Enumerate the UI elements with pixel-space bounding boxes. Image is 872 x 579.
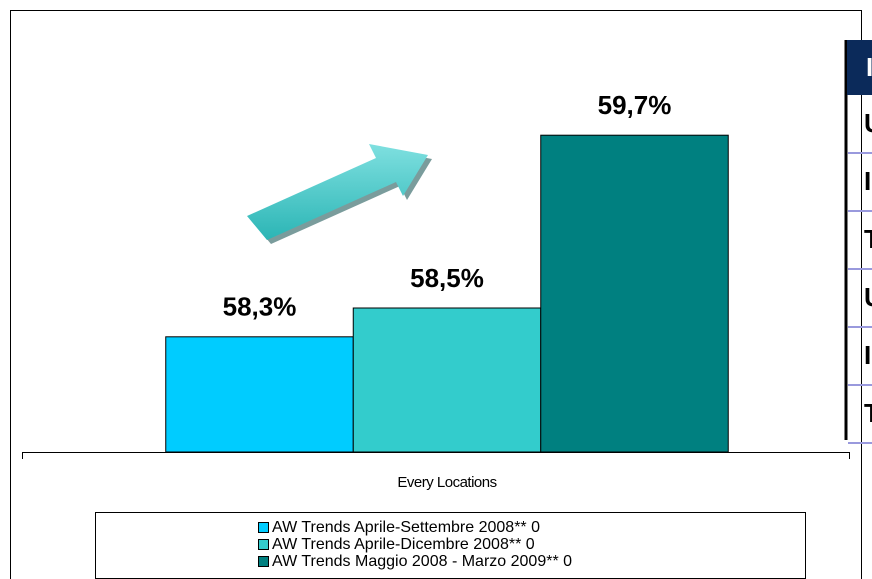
table-cell: T — [864, 224, 872, 254]
table-cell: U — [864, 108, 872, 138]
value-label: 58,3% — [223, 292, 297, 322]
bar — [165, 336, 354, 453]
legend-label: AW Trends Maggio 2008 - Marzo 2009** 0 — [272, 553, 572, 570]
legend-swatch — [258, 522, 269, 533]
legend-swatch — [258, 539, 269, 550]
value-label: 59,7% — [598, 90, 672, 120]
table-cell: I — [864, 340, 871, 370]
table-header: I — [866, 52, 872, 82]
trend-arrow — [247, 144, 432, 244]
legend — [95, 512, 806, 579]
x-tick-label: Every Locations — [397, 474, 496, 491]
table-cell: U — [864, 282, 872, 312]
value-label: 58,5% — [410, 263, 484, 293]
table-cell: T — [864, 398, 872, 428]
legend-swatch — [258, 556, 269, 567]
side-table: I UITUIT — [844, 40, 872, 444]
chart-frame — [10, 10, 862, 579]
bar — [540, 134, 729, 453]
bar — [352, 307, 542, 453]
table-cell: I — [864, 166, 871, 196]
legend-label: AW Trends Aprile-Settembre 2008** 0 — [272, 519, 540, 536]
legend-label: AW Trends Aprile-Dicembre 2008** 0 — [272, 536, 535, 553]
